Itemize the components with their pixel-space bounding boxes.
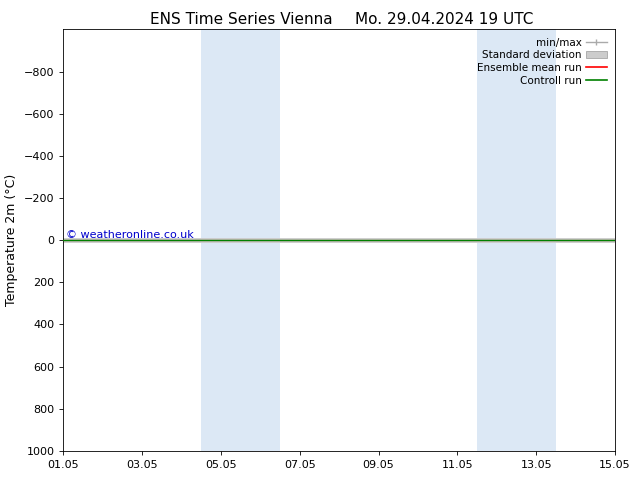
Y-axis label: Temperature 2m (°C): Temperature 2m (°C) [5, 174, 18, 306]
Text: ENS Time Series Vienna: ENS Time Series Vienna [150, 12, 332, 27]
Text: © weatheronline.co.uk: © weatheronline.co.uk [66, 230, 194, 240]
Bar [202, 29, 280, 451]
Text: Mo. 29.04.2024 19 UTC: Mo. 29.04.2024 19 UTC [354, 12, 533, 27]
Legend: min/max, Standard deviation, Ensemble mean run, Controll run: min/max, Standard deviation, Ensemble me… [474, 35, 610, 89]
Bar [477, 29, 556, 451]
